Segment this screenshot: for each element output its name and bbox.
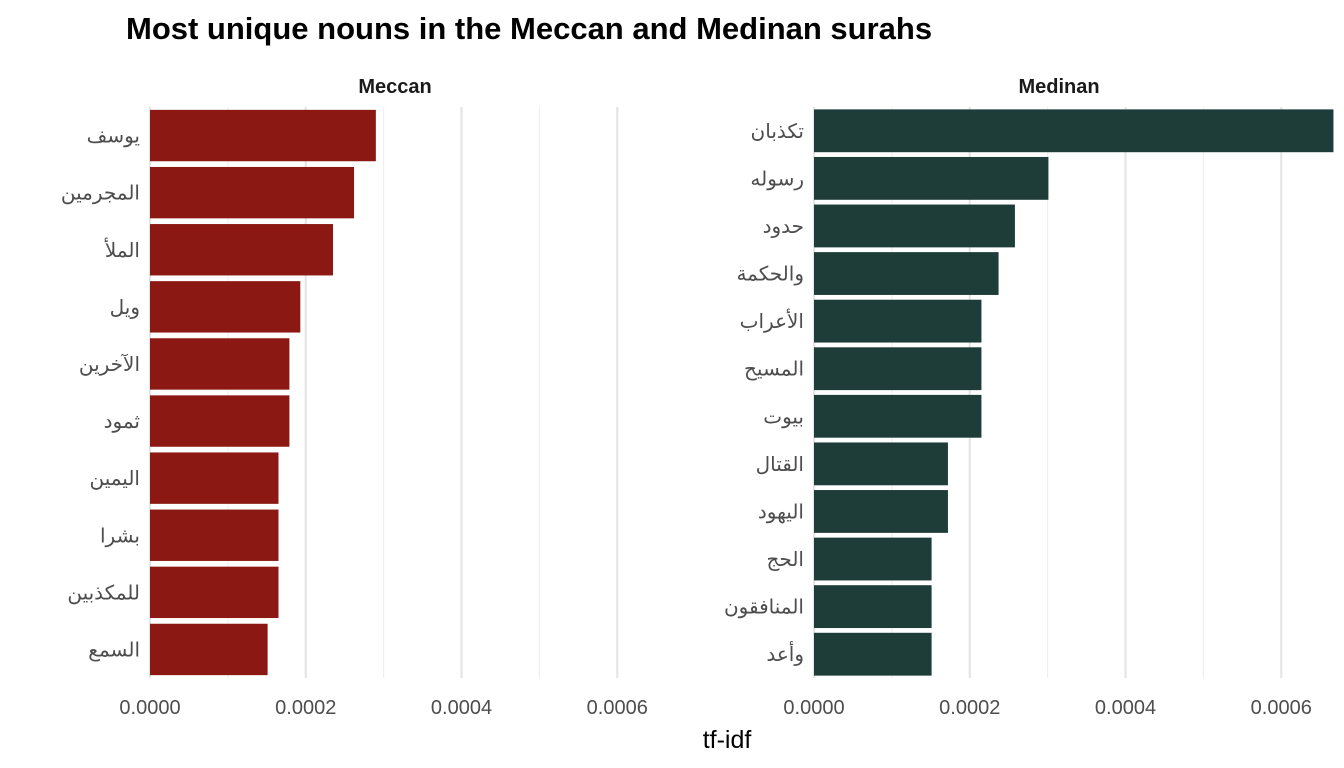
y-tick-label: تكذبان	[751, 119, 804, 143]
x-tick-label: 0.0000	[119, 697, 180, 719]
bar	[150, 166, 355, 219]
y-tick-label: اليمين	[89, 466, 140, 490]
bar	[814, 537, 932, 581]
y-tick-label: بشرا	[100, 523, 140, 547]
facet-medinan: Medinan 0.0000 0.0002 0.0004 0.0006 تكذبان رسو…	[724, 76, 1334, 719]
category-labels: يوسف المجرمين الملأ ويل الآخرين ثمود اليمين بشر…	[61, 124, 140, 662]
y-tick-label: الملأ	[104, 238, 140, 262]
bar	[814, 585, 932, 629]
bar	[150, 281, 301, 333]
y-tick-label: الأعراب	[740, 309, 804, 333]
x-tick-label: 0.0002	[275, 697, 336, 719]
bars	[814, 109, 1334, 676]
bar	[814, 299, 982, 343]
category-labels: تكذبان رسوله حدود والحكمة الأعراب المسيح بيوت ا…	[724, 119, 804, 666]
y-tick-label: ثمود	[104, 409, 140, 433]
bar	[150, 224, 334, 276]
bars	[150, 109, 376, 676]
gridlines	[812, 107, 1283, 678]
x-tick-label: 0.0006	[1251, 697, 1312, 719]
chart-title: Most unique nouns in the Meccan and Medi…	[126, 11, 932, 46]
y-tick-label: بيوت	[763, 404, 804, 428]
y-tick-label: رسوله	[750, 166, 804, 190]
bar	[150, 509, 279, 561]
bar	[814, 204, 1015, 248]
x-tick-label: 0.0004	[1095, 697, 1156, 719]
bar	[814, 394, 982, 438]
y-tick-label: المنافقون	[724, 595, 804, 619]
bar	[150, 623, 268, 676]
y-tick-label: اليهود	[758, 499, 804, 523]
y-tick-label: للمكذبين	[67, 580, 140, 604]
bar	[150, 395, 290, 447]
y-tick-label: المجرمين	[61, 181, 140, 205]
y-tick-label: ويل	[110, 295, 140, 319]
bar	[814, 490, 948, 533]
x-tick-label: 0.0006	[587, 697, 648, 719]
bar	[814, 109, 1334, 153]
y-tick-label: وأعد	[766, 641, 804, 666]
facet-panels: Meccan 0.0000 0.0002 0.0004 0.0006 يوسف المجرم…	[61, 76, 1334, 719]
y-tick-label: الآخرين	[79, 352, 140, 376]
facet-label: Meccan	[358, 76, 431, 98]
bar	[814, 347, 982, 391]
y-tick-label: المسيح	[744, 357, 804, 381]
bar	[814, 632, 932, 676]
bar	[814, 442, 948, 486]
x-axis-title: tf-idf	[703, 726, 752, 754]
facet-meccan: Meccan 0.0000 0.0002 0.0004 0.0006 يوسف المجرم…	[61, 76, 648, 719]
x-tick-label: 0.0000	[783, 697, 844, 719]
bar	[150, 566, 279, 619]
y-tick-label: حدود	[763, 214, 804, 238]
y-tick-label: السمع	[88, 637, 140, 661]
y-tick-label: الحج	[767, 547, 804, 571]
bar	[814, 156, 1049, 200]
x-tick-label: 0.0004	[431, 697, 492, 719]
bar	[150, 109, 376, 162]
x-tick-label: 0.0002	[939, 697, 1000, 719]
facet-label: Medinan	[1018, 76, 1099, 98]
y-tick-label: والحكمة	[736, 262, 804, 286]
y-tick-label: القتال	[756, 452, 804, 476]
bar	[150, 338, 290, 390]
bar	[814, 252, 999, 295]
y-tick-label: يوسف	[87, 124, 140, 148]
bar	[150, 452, 279, 504]
